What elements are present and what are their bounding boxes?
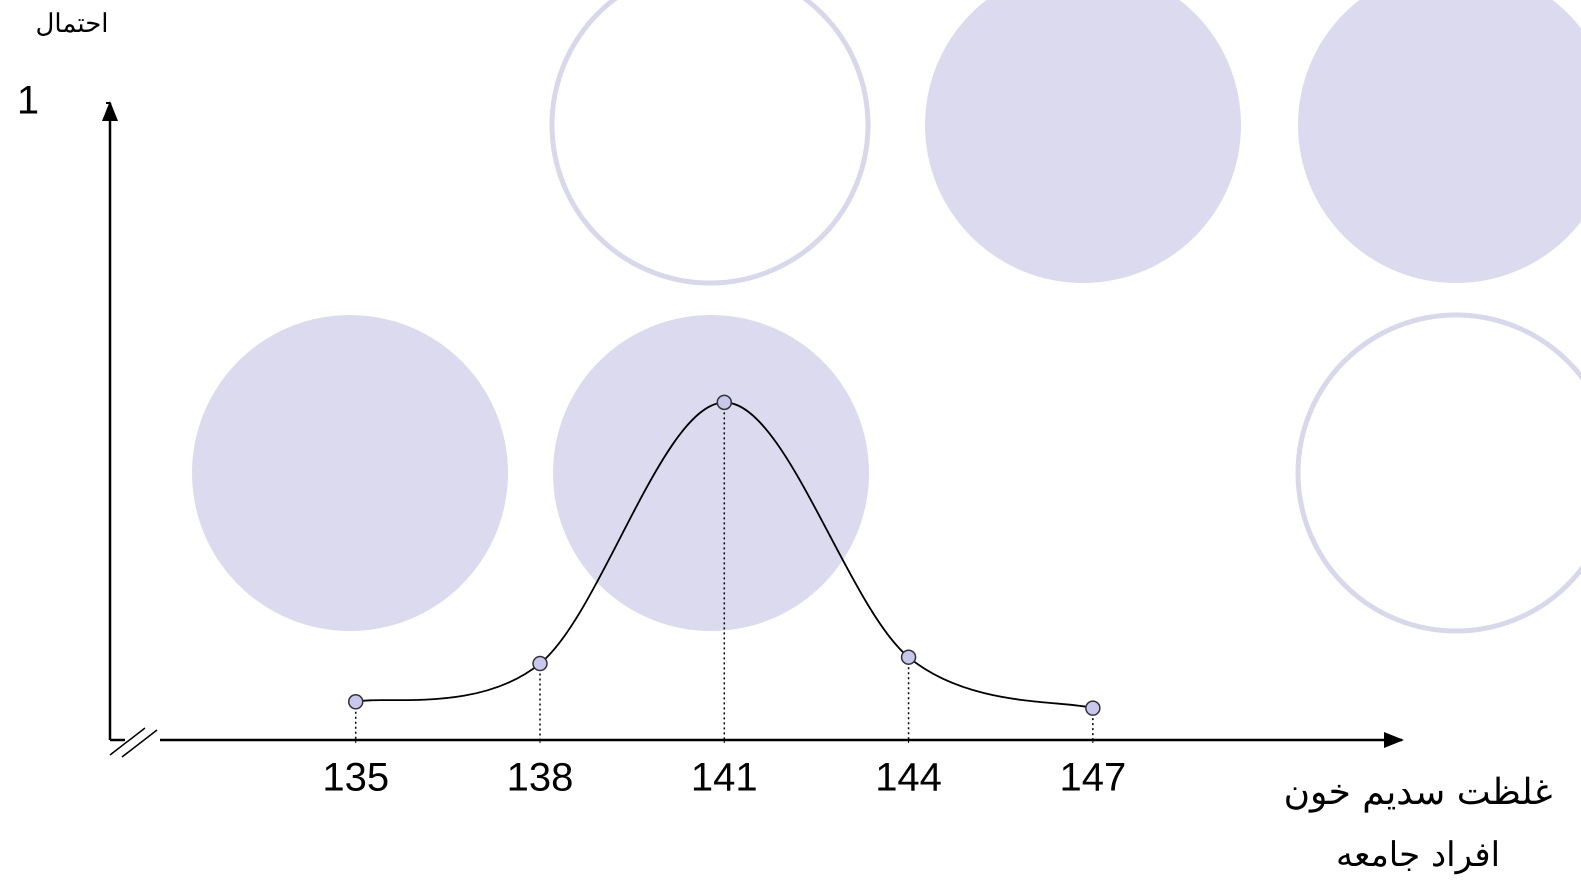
point-marker [349, 695, 363, 709]
x-axis-label: غلظت سدیم خون [1284, 772, 1553, 813]
deco-circle [553, 315, 869, 631]
x-tick-label: 147 [1059, 756, 1126, 800]
x-tick-label: 144 [875, 756, 942, 800]
y-axis-label: احتمال [36, 9, 109, 39]
x-tick-label: 135 [322, 756, 389, 800]
background-decoration [192, 0, 1581, 631]
deco-circle [1298, 0, 1581, 283]
point-marker [902, 650, 916, 664]
x-tick-label: 141 [691, 756, 758, 800]
deco-circle [552, 0, 868, 283]
page: احتمال غلظت سدیم خون افراد جامعه 1 135 138… [0, 0, 1581, 895]
axis-break [110, 728, 145, 755]
x-axis-label: افراد جامعه [1336, 835, 1500, 875]
deco-circle [1298, 315, 1581, 631]
deco-circle [925, 0, 1241, 283]
point-marker [1086, 701, 1100, 715]
point-marker [533, 657, 547, 671]
y-tick-label: 1 [17, 79, 39, 123]
axis-break [122, 730, 157, 757]
slide: احتمال غلظت سدیم خون افراد جامعه 1 135 138… [0, 0, 1581, 895]
deco-circle [192, 315, 508, 631]
x-tick-label: 138 [507, 756, 574, 800]
point-marker [717, 395, 731, 409]
